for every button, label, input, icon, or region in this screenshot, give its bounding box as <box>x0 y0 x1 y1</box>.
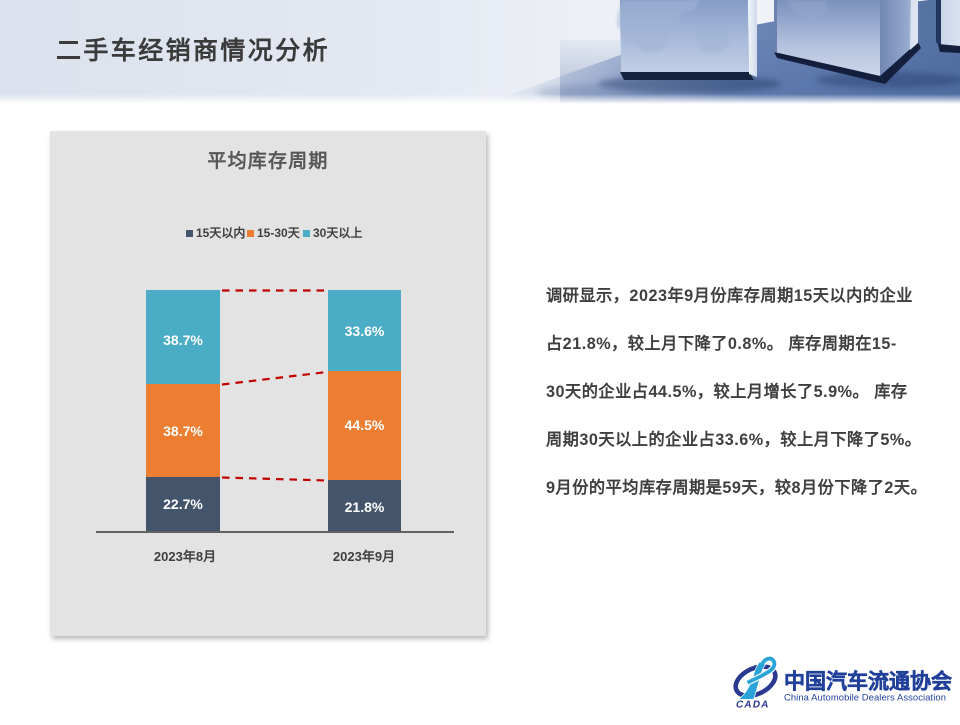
svg-text:China Automobile Dealers Assoc: China Automobile Dealers Association <box>784 692 946 703</box>
svg-text:CADA: CADA <box>735 700 771 711</box>
svg-text:中国汽车流通协会: 中国汽车流通协会 <box>784 670 952 694</box>
